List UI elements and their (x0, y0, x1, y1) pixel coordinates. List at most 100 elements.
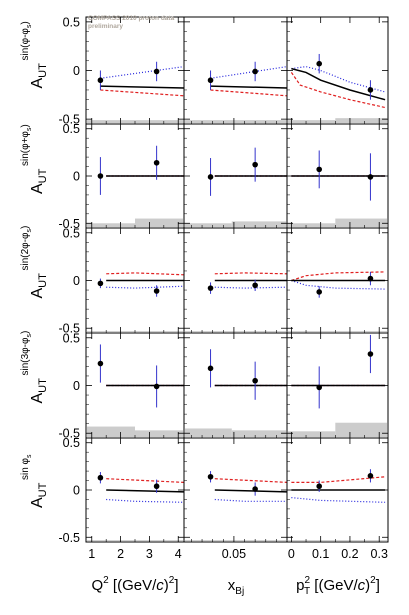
y-tick-label-r5-1: 0.5 (63, 436, 80, 450)
watermark-line1: COMPASS 2010 proton data (88, 15, 175, 22)
x-axis-title-1: Q2 [(GeV/c)2] (92, 575, 179, 594)
x-tick-label-c2-1: 0.05 (222, 547, 246, 561)
systematic-band-r5-c2-1 (185, 540, 286, 541)
data-point-r3-c2-2 (252, 282, 258, 289)
x-title-3-sup: 2 (304, 575, 310, 586)
theory-curve-red-r3-c2 (214, 272, 288, 275)
row-label-3: AUT sin(2φ-φs) (20, 226, 49, 299)
row-label-sup-5: sin φs (20, 454, 33, 480)
y-tick-label-r3-2: 0 (73, 274, 80, 288)
x-title-1-rest: [(GeV/ (109, 577, 157, 594)
theory-curve-solid-r5-c2 (214, 489, 288, 493)
panel-frame-r1-c3 (286, 16, 389, 125)
systematic-band-r2-c3-2 (335, 218, 387, 227)
y-tick-label-r5-2: 0 (73, 484, 80, 498)
row-label-close-text: ) (20, 124, 31, 127)
row-label-sup-text: sin φ (20, 457, 31, 480)
data-point-r4-c1-1 (97, 360, 104, 367)
data-point-r3-c1-1 (97, 280, 104, 287)
systematic-band-r1-c3-2 (335, 118, 387, 123)
theory-curve-blue-r1-c3 (291, 65, 386, 93)
row-label-sub-text: s (26, 127, 33, 131)
data-point-r5-c1-1 (97, 474, 104, 481)
y-tick-label-r3-3: -0.5 (58, 322, 80, 336)
row-label-4: AUT sin(3φ-φs) (20, 331, 49, 404)
row-label-1: AUT sin(φ-φs) (20, 21, 49, 88)
x-title-3-italic: c (358, 577, 366, 594)
data-point-r4-c1-2 (153, 383, 160, 390)
theory-curve-blue-r1-c1 (100, 66, 185, 79)
theory-curve-red-r5-c2 (214, 478, 288, 483)
x-title-1-tail: ) (164, 577, 169, 594)
row-label-sup-text: sin(3φ-φ (20, 337, 31, 375)
row-label-close-text: ) (20, 331, 31, 334)
x-title-1-end: ] (174, 577, 178, 594)
data-point-r2-c1-1 (97, 173, 104, 179)
x-title-3-end: ] (376, 577, 380, 594)
y-tick-label-r5-3: -0.5 (58, 531, 80, 545)
systematic-band-r2-c1-1 (87, 223, 135, 227)
y-tick-label-r2-1: 0.5 (63, 122, 80, 136)
x-title-2-main: x (228, 577, 236, 594)
row-label-sup-text: sin(φ-φ (20, 28, 31, 61)
row-label-sub-text: s (26, 24, 33, 28)
x-tick-label-c3-1: 0 (288, 547, 295, 561)
data-point-r4-c3-1 (316, 384, 323, 391)
x-title-3-tail: ) (365, 577, 370, 594)
y-tick-label-r1-2: 0 (73, 64, 80, 78)
row-label-UT: UT (37, 63, 49, 78)
data-point-r1-c2-2 (252, 68, 258, 75)
systematic-band-r3-c2-1 (185, 331, 286, 332)
data-point-r1-c2-1 (207, 77, 214, 84)
data-point-r2-c3-1 (316, 166, 323, 173)
row-label-A: A (29, 288, 46, 299)
panel-frames-layer (85, 16, 389, 543)
x-tick-label-c3-4: 0.3 (371, 547, 388, 561)
x-tick-label-c1-1: 1 (88, 547, 95, 561)
row-label-base-3: AUT (29, 273, 49, 299)
theory-curve-solid-r1-c1 (100, 85, 185, 89)
data-point-r5-c3-2 (367, 473, 374, 479)
theory-curve-solid-r5-c1 (106, 489, 185, 493)
data-point-r5-c2-2 (252, 486, 258, 492)
x-tick-label-c1-4: 4 (175, 547, 182, 561)
row-label-sup-text: sin(2φ-φ (20, 232, 31, 270)
theory-curve-red-r3-c1 (106, 272, 185, 276)
x-title-2-sub: Bj (235, 586, 244, 597)
systematic-band-r2-c1-2 (135, 218, 183, 227)
labels-layer: 0.50-0.5AUTsin(φ-φs)0.50-0.5AUTsin(φ+φs)… (20, 15, 388, 597)
y-tick-label-r2-3: -0.5 (58, 217, 80, 231)
watermark-line2: preliminary (88, 23, 123, 30)
x-tick-label-c3-2: 0.1 (312, 547, 329, 561)
x-axis-title-2: xBj (228, 577, 244, 597)
x-tick-label-c1-2: 2 (117, 547, 124, 561)
row-label-5: AUT sin φs (20, 454, 49, 508)
row-label-sup-4: sin(3φ-φs) (20, 331, 33, 376)
y-tick-label-r4-3: -0.5 (58, 427, 80, 441)
row-label-base-4: AUT (29, 378, 49, 404)
systematic-band-r3-c3-1 (288, 331, 387, 332)
data-point-r1-c3-2 (367, 87, 374, 93)
data-point-r3-c3-2 (367, 275, 374, 282)
systematic-band-r2-c2-2 (231, 221, 286, 227)
systematic-band-r2-c2-1 (185, 223, 232, 227)
data-point-r2-c2-1 (207, 174, 214, 180)
x-title-1-main: Q (92, 577, 104, 594)
row-label-UT: UT (37, 168, 49, 183)
data-points-layer (97, 60, 374, 492)
data-point-r1-c3-1 (316, 60, 323, 67)
systematic-band-r1-c3-1 (288, 120, 336, 123)
data-point-r3-c1-2 (153, 288, 160, 294)
systematic-bands-layer (87, 118, 387, 541)
row-label-sub-text: s (26, 334, 33, 338)
ticks-layer (86, 17, 388, 542)
theory-curve-red-r1-c3 (290, 72, 386, 109)
data-point-r2-c3-2 (367, 174, 374, 180)
data-point-r3-c2-1 (207, 285, 214, 291)
x-tick-label-c1-3: 3 (146, 547, 153, 561)
row-label-close-text: ) (20, 226, 31, 229)
x-title-3-main: p (296, 577, 304, 594)
systematic-band-r4-c1-2 (135, 430, 183, 437)
y-tick-label-r1-3: -0.5 (58, 113, 80, 127)
x-title-3-tailsup: 2 (370, 575, 376, 586)
